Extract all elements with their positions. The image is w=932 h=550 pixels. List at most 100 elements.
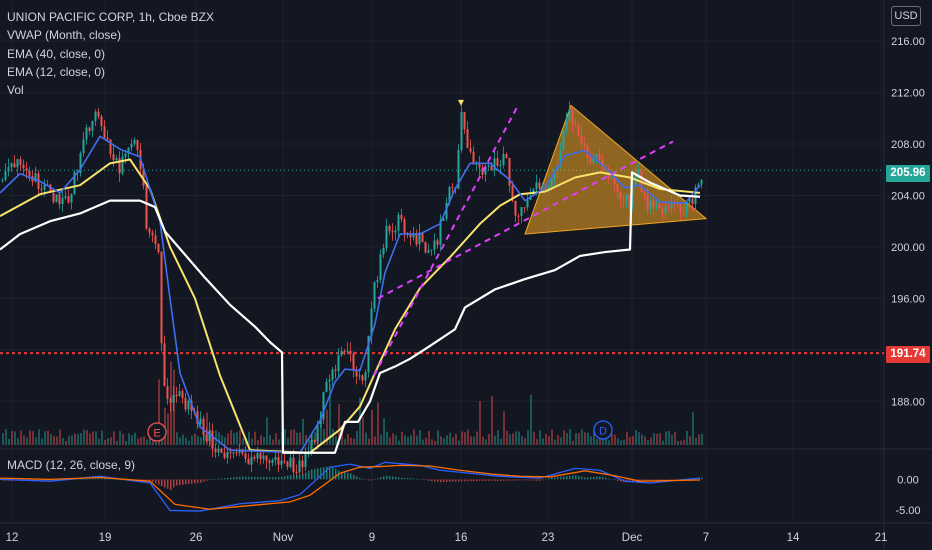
macd-histogram-bar <box>374 479 376 480</box>
volume-bar <box>638 432 640 445</box>
candle-body <box>379 254 382 280</box>
volume-bar <box>389 437 391 445</box>
volume-bar <box>47 430 49 445</box>
macd-histogram-bar <box>569 475 571 480</box>
candle-body <box>616 184 619 193</box>
macd-histogram-bar <box>392 476 394 480</box>
candle-body <box>505 154 508 159</box>
macd-histogram-bar <box>188 479 190 485</box>
macd-histogram-bar <box>575 475 577 480</box>
macd-histogram-bar <box>449 479 451 482</box>
volume-bar <box>458 440 460 445</box>
time-tick-label: 12 <box>6 532 19 544</box>
volume-bar <box>470 436 472 445</box>
legend-volume[interactable]: Vol <box>7 83 24 98</box>
macd-histogram-bar <box>467 479 469 482</box>
macd-histogram-bar <box>152 479 154 483</box>
time-tick-label: 9 <box>369 532 375 544</box>
volume-bar <box>263 437 265 445</box>
macd-histogram-bar <box>632 479 634 482</box>
candle-body <box>568 108 571 121</box>
macd-histogram-bar <box>317 468 319 480</box>
candle-body <box>307 453 310 455</box>
price-tick-label: 188.00 <box>891 396 925 408</box>
candle-body <box>154 235 157 244</box>
candle-body <box>562 130 565 151</box>
volume-bar <box>143 436 145 445</box>
volume-bar <box>65 440 67 445</box>
candle-body <box>253 456 256 459</box>
candle-body <box>163 343 166 387</box>
candle-body <box>118 158 121 174</box>
candle-body <box>349 350 352 355</box>
volume-bar <box>464 432 466 445</box>
macd-tick-label: -5.00 <box>895 505 920 517</box>
volume-bar <box>668 430 670 445</box>
volume-bar <box>68 435 70 445</box>
candle-body <box>145 185 148 229</box>
volume-bar <box>95 431 97 445</box>
candle-body <box>409 233 412 238</box>
macd-histogram-bar <box>662 479 664 481</box>
candle-body <box>325 381 328 392</box>
candle-body <box>661 208 664 215</box>
macd-histogram-bar <box>200 479 202 483</box>
macd-histogram-bar <box>92 478 94 480</box>
candle-body <box>343 351 346 353</box>
volume-bar <box>140 437 142 445</box>
macd-legend[interactable]: MACD (12, 26, close, 9) <box>7 458 136 472</box>
candle-body <box>655 205 658 208</box>
candle-body <box>688 198 691 203</box>
candle-body <box>394 230 397 233</box>
volume-bar <box>44 431 46 445</box>
macd-histogram-bar <box>308 470 310 480</box>
volume-bar <box>170 361 172 445</box>
legend-vwap[interactable]: VWAP (Month, close) <box>7 28 122 43</box>
macd-histogram-bar <box>113 478 115 480</box>
macd-histogram-bar <box>44 479 46 482</box>
volume-bar <box>491 395 493 445</box>
candle-body <box>517 215 520 217</box>
volume-bar <box>80 433 82 445</box>
candle-body <box>472 151 475 165</box>
volume-bar <box>50 433 52 445</box>
currency-button[interactable]: USD <box>891 6 921 26</box>
volume-bar <box>656 433 658 445</box>
volume-bar <box>488 433 490 445</box>
volume-bar <box>431 439 433 445</box>
candle-body <box>208 430 211 441</box>
price-candles <box>1 101 703 478</box>
level-price-label: 191.74 <box>886 346 930 363</box>
volume-bar <box>377 402 379 445</box>
candle-body <box>388 225 391 232</box>
macd-histogram-bar <box>257 476 259 480</box>
candle-body <box>538 182 541 189</box>
volume-bar <box>500 438 502 445</box>
legend-ema40[interactable]: EMA (40, close, 0) <box>7 46 106 61</box>
volume-bar <box>623 439 625 445</box>
trendline-drawings[interactable] <box>373 104 674 377</box>
volume-bar <box>497 430 499 445</box>
candle-body <box>433 240 436 250</box>
macd-histogram-bar <box>101 478 103 480</box>
volume-bar <box>413 429 415 445</box>
volume-bar <box>443 438 445 445</box>
candle-body <box>628 194 631 208</box>
macd-histogram-bar <box>224 478 226 480</box>
candle-body <box>367 335 370 373</box>
macd-histogram-bar <box>521 479 523 481</box>
legend-ema12[interactable]: EMA (12, close, 0) <box>7 64 106 79</box>
candle-body <box>658 205 661 209</box>
candle-body <box>73 171 76 195</box>
macd-histogram-bar <box>557 477 559 480</box>
volume-bar <box>335 436 337 445</box>
macd-histogram-bar <box>494 479 496 481</box>
candle-body <box>298 460 301 473</box>
macd-histogram-bar <box>500 479 502 481</box>
macd-histogram-bar <box>530 479 532 481</box>
volume-bar <box>185 437 187 445</box>
candle-body <box>259 453 262 459</box>
volume-bar <box>164 407 166 445</box>
